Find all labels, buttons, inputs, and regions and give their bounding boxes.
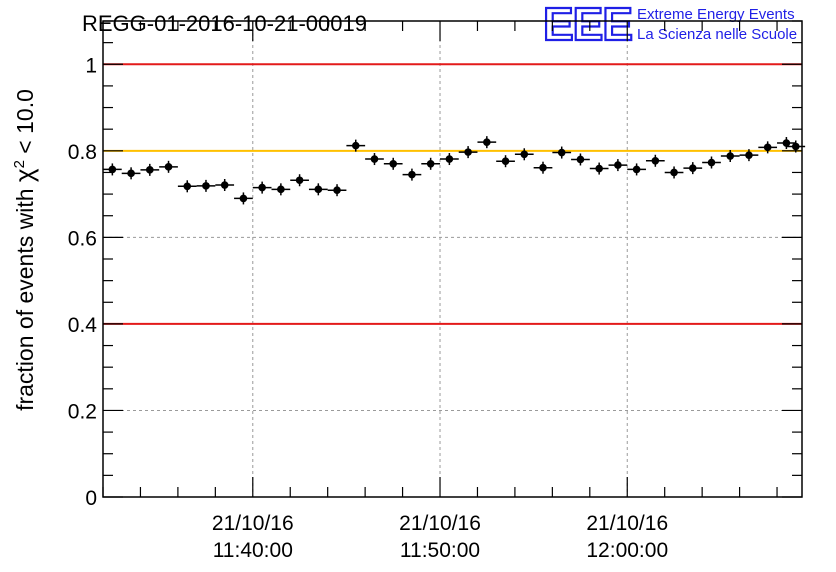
data-point — [402, 168, 422, 181]
point-marker — [791, 142, 800, 151]
data-point — [477, 136, 497, 149]
x-tick-label-date: 21/10/16 — [586, 512, 668, 535]
axes — [102, 20, 803, 498]
data-point — [383, 157, 403, 170]
y-tick-label: 1 — [85, 54, 97, 77]
point-marker — [688, 164, 697, 172]
point-marker — [258, 183, 266, 192]
point-marker — [146, 166, 154, 174]
data-point — [739, 149, 759, 162]
data-point — [627, 163, 646, 176]
point-marker — [295, 176, 304, 185]
eee-logo: EEE — [543, 0, 632, 50]
y-tick-label: 0.6 — [68, 227, 97, 250]
x-tick-label-date: 21/10/16 — [212, 512, 294, 535]
point-marker — [726, 152, 735, 160]
point-marker — [426, 160, 435, 168]
x-tick-label-time: 11:50:00 — [400, 539, 480, 562]
reference-lines — [103, 63, 802, 325]
data-point — [702, 156, 721, 169]
point-marker — [164, 163, 173, 171]
data-point — [496, 155, 515, 168]
data-point — [458, 146, 478, 159]
data-point — [552, 146, 572, 159]
data-point — [533, 161, 553, 174]
x-tick-label-date: 21/10/16 — [399, 512, 481, 535]
data-point — [327, 184, 347, 197]
point-marker — [763, 143, 772, 152]
data-points — [103, 136, 806, 205]
point-marker — [351, 141, 360, 150]
point-marker — [745, 151, 753, 159]
data-point — [271, 183, 291, 196]
data-point — [252, 181, 272, 194]
point-marker — [408, 170, 416, 179]
grid — [103, 21, 802, 497]
data-point — [196, 179, 216, 192]
chart-title: REGG-01-2016-10-21-00019 — [82, 11, 367, 36]
data-point — [589, 162, 609, 175]
point-marker — [108, 165, 117, 174]
data-point — [608, 159, 628, 172]
point-marker — [333, 186, 341, 194]
point-marker — [576, 155, 585, 164]
point-marker — [202, 182, 210, 190]
point-marker — [314, 185, 323, 194]
data-point — [103, 163, 122, 176]
point-marker — [539, 163, 547, 172]
data-point — [365, 153, 384, 166]
logo-line-1: Extreme Energy Events — [637, 6, 795, 23]
data-point — [683, 162, 703, 175]
data-point — [440, 153, 459, 166]
data-point — [514, 148, 534, 161]
point-marker — [632, 165, 641, 174]
data-point — [290, 174, 309, 187]
point-marker — [183, 182, 192, 191]
y-tick-label: 0.2 — [68, 400, 97, 423]
point-marker — [389, 160, 398, 168]
data-point — [786, 140, 806, 153]
logo-line-2: La Scienza nelle Scuole — [637, 26, 797, 43]
point-marker — [501, 157, 510, 166]
point-marker — [239, 194, 248, 203]
point-marker — [595, 164, 603, 173]
data-point — [571, 153, 590, 166]
data-point — [421, 157, 441, 170]
point-marker — [520, 150, 529, 159]
point-marker — [483, 138, 491, 146]
plot-frame — [102, 20, 803, 498]
point-marker — [557, 148, 566, 157]
point-marker — [670, 168, 678, 177]
point-marker — [220, 181, 229, 189]
point-marker — [707, 158, 716, 167]
data-point — [346, 139, 366, 152]
point-marker — [614, 161, 622, 169]
point-marker — [277, 185, 285, 194]
point-marker — [782, 139, 791, 147]
tick-labels: 0 0.2 0.4 0.6 0.8 1 21/10/16 11:40:00 21/10/16 11… — [68, 54, 668, 562]
point-marker — [127, 169, 135, 178]
point-marker — [370, 155, 379, 163]
x-tick-label-time: 12:00:00 — [586, 539, 668, 562]
data-point — [177, 180, 197, 193]
data-point — [308, 183, 328, 196]
data-point — [234, 192, 253, 205]
data-point — [664, 166, 684, 179]
y-tick-label: 0.8 — [68, 141, 97, 164]
point-marker — [445, 155, 454, 163]
data-point — [720, 150, 740, 163]
x-tick-label-time: 11:40:00 — [213, 539, 293, 562]
point-marker — [464, 148, 472, 156]
y-tick-label: 0.4 — [68, 314, 98, 337]
data-point — [645, 154, 665, 167]
data-point — [215, 179, 235, 192]
y-tick-label: 0 — [85, 487, 97, 510]
y-axis-label: fraction of events with χ2 < 10.0 — [9, 89, 39, 411]
data-point — [758, 141, 778, 154]
data-point — [159, 160, 178, 173]
data-point — [121, 167, 141, 180]
data-point — [140, 163, 160, 176]
point-marker — [651, 156, 660, 165]
